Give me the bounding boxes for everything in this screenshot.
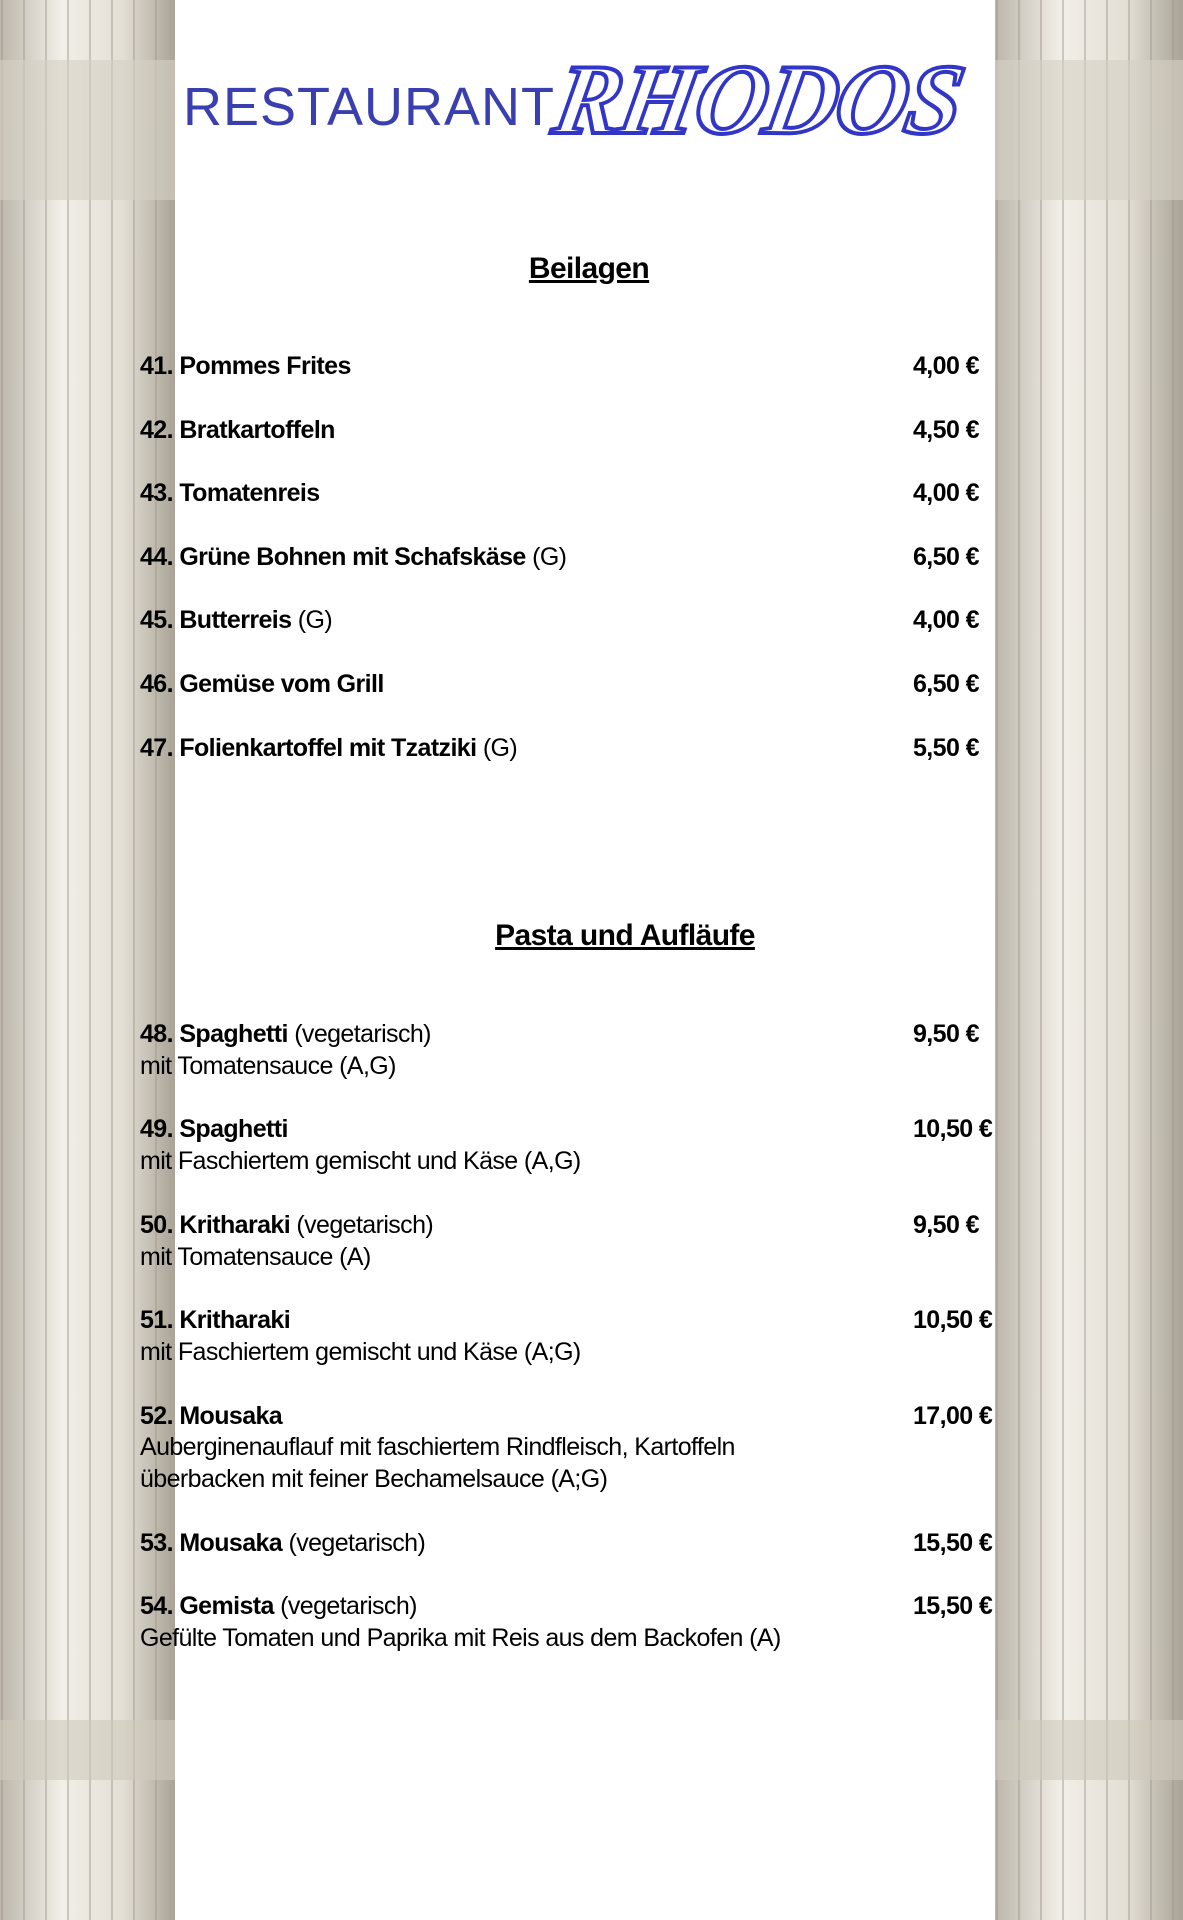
item-title: 51. Kritharaki — [140, 1306, 291, 1335]
item-number: 43. — [140, 479, 174, 508]
item-description: mit Tomatensauce (A,G) — [140, 1051, 396, 1080]
item-number: 45. — [140, 606, 174, 635]
item-price: 4,00 € — [913, 606, 980, 635]
item-note: (G) — [532, 542, 567, 571]
restaurant-name: RHODOS — [544, 42, 972, 157]
item-title: 49. Spaghetti — [140, 1115, 288, 1144]
item-price: 15,50 € — [913, 1592, 993, 1621]
item-note: (vegetarisch) — [288, 1528, 426, 1557]
left-pillar — [0, 0, 175, 1920]
item-note: (vegetarisch) — [296, 1210, 434, 1239]
item-name: Tomatenreis — [179, 479, 320, 508]
item-number: 46. — [140, 670, 174, 698]
item-price: 6,50 € — [913, 670, 980, 698]
item-price: 5,50 € — [913, 733, 980, 762]
item-name: Spaghetti — [179, 1115, 288, 1144]
item-title: 52. Mousaka — [140, 1401, 283, 1431]
section-title: Pasta und Aufläufe — [495, 919, 755, 952]
item-number: 54. — [140, 1592, 174, 1621]
item-price: 15,50 € — [913, 1528, 993, 1557]
item-note: (G) — [482, 733, 518, 762]
item-name: Folienkartoffel mit Tzatziki — [179, 733, 477, 762]
item-name: Grüne Bohnen mit Schafskäse — [179, 542, 526, 571]
item-title: 41. Pommes Frites — [140, 352, 351, 381]
item-price: 4,00 € — [913, 352, 980, 380]
item-title: 47. Folienkartoffel mit Tzatziki (G) — [140, 733, 518, 763]
item-description: mit Faschiertem gemischt und Käse (A;G) — [140, 1338, 581, 1366]
item-name: Butterreis — [179, 606, 292, 635]
item-description: mit Faschiertem gemischt und Käse (A,G) — [140, 1147, 581, 1176]
item-price: 17,00 € — [913, 1401, 993, 1430]
item-title: 53. Mousaka (vegetarisch) — [140, 1528, 426, 1558]
item-number: 51. — [140, 1306, 174, 1335]
item-name: Kritharaki — [179, 1306, 291, 1335]
item-description: überbacken mit feiner Bechamelsauce (A;G… — [140, 1465, 608, 1494]
item-price: 9,50 € — [913, 1020, 980, 1048]
item-name: Mousaka — [179, 1401, 283, 1430]
item-note: (vegetarisch) — [294, 1020, 431, 1048]
item-description: Auberginenauflauf mit faschiertem Rindfl… — [140, 1433, 735, 1462]
item-price: 10,50 € — [913, 1306, 993, 1335]
item-price: 10,50 € — [913, 1115, 993, 1144]
item-description: Gefülte Tomaten und Paprika mit Reis aus… — [140, 1624, 781, 1653]
item-title: 48. Spaghetti (vegetarisch) — [140, 1020, 431, 1049]
item-title: 50. Kritharaki (vegetarisch) — [140, 1210, 434, 1240]
item-name: Bratkartoffeln — [179, 415, 335, 444]
item-note: (G) — [297, 606, 333, 635]
item-number: 42. — [140, 415, 174, 444]
item-description: mit Tomatensauce (A) — [140, 1242, 371, 1271]
item-number: 49. — [140, 1115, 174, 1144]
item-price: 6,50 € — [913, 542, 980, 571]
right-pillar — [995, 0, 1183, 1920]
item-name: Gemüse vom Grill — [179, 670, 384, 698]
item-name: Mousaka — [179, 1528, 283, 1557]
item-number: 52. — [140, 1401, 174, 1430]
item-number: 41. — [140, 352, 174, 380]
item-title: 54. Gemista (vegetarisch) — [140, 1592, 417, 1621]
item-price: 9,50 € — [913, 1210, 980, 1239]
item-name: Spaghetti — [179, 1020, 288, 1048]
item-name: Gemista — [179, 1592, 274, 1621]
item-title: 44. Grüne Bohnen mit Schafskäse (G) — [140, 542, 567, 572]
item-price: 4,50 € — [913, 415, 980, 444]
item-name: Kritharaki — [179, 1210, 291, 1239]
item-note: (vegetarisch) — [280, 1592, 417, 1621]
item-title: 45. Butterreis (G) — [140, 606, 333, 635]
item-number: 53. — [140, 1528, 174, 1557]
item-name: Pommes Frites — [179, 352, 351, 380]
item-number: 50. — [140, 1210, 174, 1239]
section-title: Beilagen — [528, 252, 650, 285]
item-title: 42. Bratkartoffeln — [140, 416, 335, 445]
item-number: 48. — [140, 1020, 174, 1048]
restaurant-label: RESTAURANT — [183, 77, 556, 137]
item-title: 46. Gemüse vom Grill — [140, 670, 384, 699]
item-number: 47. — [140, 733, 174, 762]
item-price: 4,00 € — [913, 479, 980, 508]
item-number: 44. — [140, 542, 174, 571]
item-title: 43. Tomatenreis — [140, 479, 320, 508]
